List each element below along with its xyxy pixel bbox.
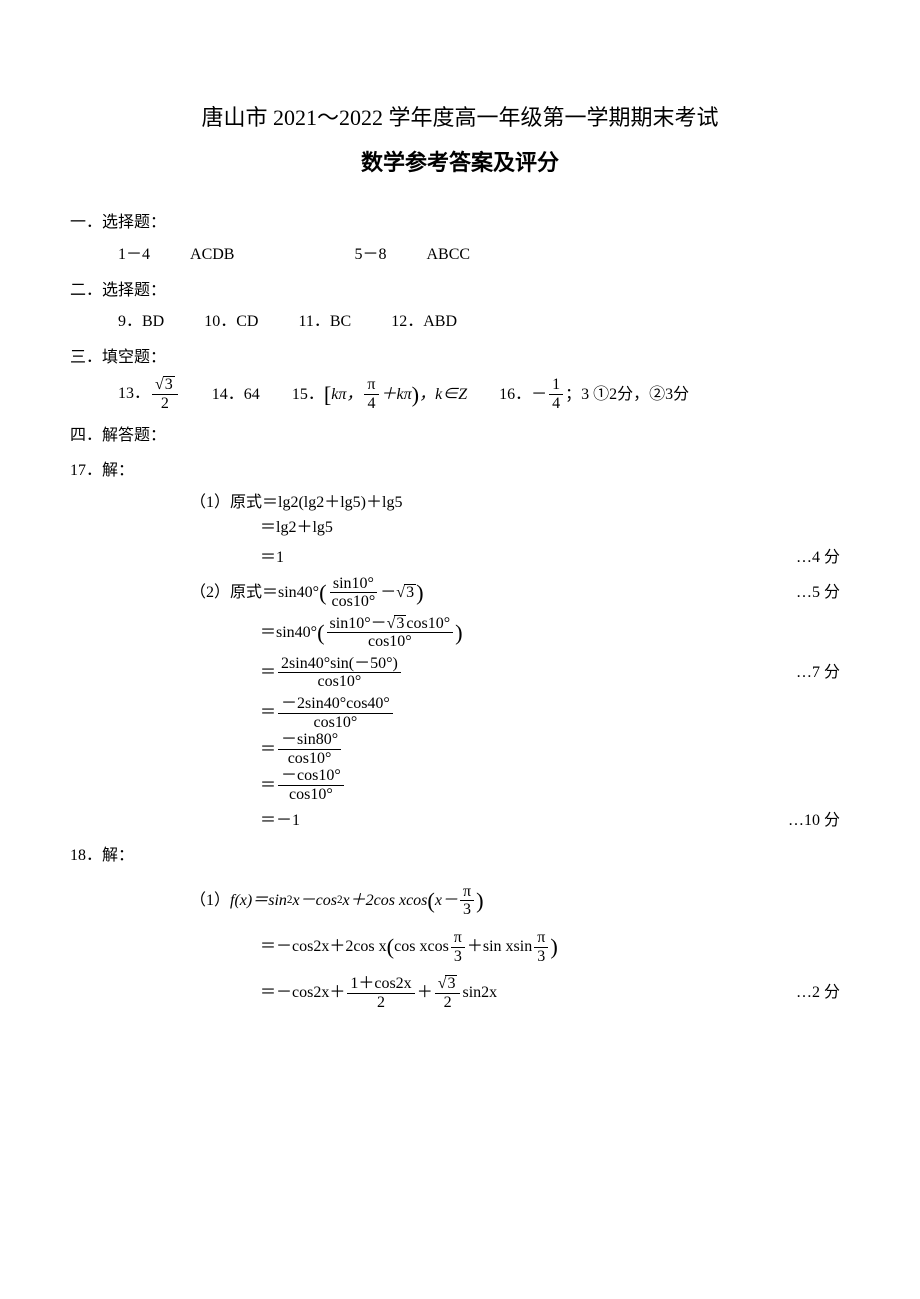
q16-den: 4	[549, 395, 563, 413]
q5-8-answer: ABCC	[426, 242, 470, 268]
q18-p1-s3-f1d: 2	[374, 994, 388, 1012]
q1-4-answer: ACDB	[190, 242, 234, 268]
q17-p2-line2: ＝sin40° ( sin10°－√3cos10°cos10° )	[70, 615, 850, 651]
q15-rparen: )	[412, 377, 419, 413]
q5-8-label: 5－8	[354, 242, 386, 268]
q18-p1-line3: ＝－cos2x＋ 1＋cos2x2 ＋ √32 sin2x	[70, 975, 497, 1011]
q18-p1-3c: 3	[534, 948, 548, 966]
q15-kpi: kπ，	[331, 382, 362, 408]
q18-p1-fx: f(x)＝sin	[230, 888, 287, 914]
q17-p1-lead: （1）原式＝lg2(lg2＋lg5)＋lg5	[190, 494, 402, 511]
q17-p2-score1: …5 分	[796, 580, 850, 606]
q18-p1-3b: 3	[451, 948, 465, 966]
q18-p1-s3-tail: sin2x	[462, 980, 497, 1006]
q18-header: 18．解：	[70, 843, 850, 869]
q17-p2-score2: …7 分	[796, 660, 850, 686]
q17-p2-line6: ＝ －cos10°cos10°	[70, 767, 850, 803]
q13-den: 2	[158, 395, 172, 413]
q14-answer: 14．64	[212, 382, 260, 408]
q18-p1-s2-pre: ＝－cos2x＋2cos x	[260, 934, 387, 960]
q18-p1-s3-pre: ＝－cos2x＋	[260, 980, 345, 1006]
q17-p2-score3: …10 分	[788, 808, 850, 834]
q15-pi: π	[364, 376, 378, 395]
page-subtitle: 数学参考答案及评分	[70, 145, 850, 180]
q17-p2-f1d: cos10°	[329, 593, 379, 611]
q17-p1-score: …4 分	[796, 545, 850, 571]
q17-p2-s2-na: sin10°－	[330, 615, 387, 632]
q17-header: 17．解：	[70, 458, 850, 484]
q17-p2-s4-d: cos10°	[311, 714, 361, 732]
q17-p2-s2-d: cos10°	[365, 633, 415, 651]
q17-p2-neg: －	[380, 580, 396, 606]
q17-p2-s2-sqrt: 3	[394, 615, 406, 632]
q18-p1-s3-plus: ＋	[417, 980, 433, 1006]
q18-p1-s2-plus: ＋sin xsin	[467, 934, 532, 960]
q18-p1-s3-f2d: 2	[441, 994, 455, 1012]
q16-label: 16．	[499, 382, 531, 408]
q18-p1-pi2: π	[451, 929, 465, 948]
section-3-answers: 13．√32 14．64 15． [ kπ， π4 ＋kπ ) ，k∈Z 16．…	[70, 376, 850, 412]
q9-answer: 9．BD	[118, 309, 164, 335]
q18-p1-score: …2 分	[796, 980, 850, 1006]
q1-4-label: 1－4	[118, 242, 150, 268]
q15-answer: 15． [ kπ， π4 ＋kπ ) ，k∈Z	[292, 376, 467, 412]
q17-p2-s3-n: 2sin40°sin(－50°)	[278, 655, 401, 674]
q17-p2-line4: ＝ －2sin40°cos40°cos10°	[70, 695, 850, 731]
q15-tail: ＋kπ	[381, 382, 412, 408]
q17-p2-line7: ＝－1	[70, 808, 300, 834]
q18-p1-x2: x＋2cos xcos	[343, 888, 428, 914]
q17-part1-line3: ＝1	[70, 545, 284, 571]
q15-label: 15．	[292, 382, 324, 408]
q15-kz: ，k∈Z	[419, 382, 467, 408]
q17-p2-line5: ＝ －sin80°cos10°	[70, 731, 850, 767]
q17-p2-s5-d: cos10°	[285, 750, 335, 768]
q16-tail: ；3 ①2分，②3分	[565, 382, 689, 408]
q18-p1-pi3: π	[534, 929, 548, 948]
q18-p1-s3-sqrt: 3	[445, 975, 457, 992]
section-2-answers: 9．BD 10．CD 11．BC 12．ABD	[70, 309, 850, 335]
q13-sqrt3: 3	[163, 376, 175, 393]
q18-p1-lead: （1）	[190, 888, 230, 914]
q17-p2-f1n: sin10°	[330, 575, 377, 594]
page-title: 唐山市 2021～2022 学年度高一年级第一学期期末考试	[70, 100, 850, 135]
section-1-answers: 1－4 ACDB 5－8 ABCC	[70, 242, 850, 268]
q16-neg: －	[531, 382, 547, 408]
q17-p2-sqrt3: 3	[404, 584, 416, 601]
q17-p2-s5-n: －sin80°	[278, 731, 341, 750]
q11-answer: 11．BC	[298, 309, 351, 335]
q18-p1-pi1: π	[460, 883, 474, 902]
q17-part1-line1: （1）原式＝lg2(lg2＋lg5)＋lg5	[70, 490, 850, 516]
q18-p1-line1: （1） f(x)＝sin2x－cos2x＋2cos xcos ( x－ π3 )	[70, 883, 850, 919]
section-3-header: 三．填空题：	[70, 345, 850, 371]
q18-p1-s3-f1n: 1＋cos2x	[347, 975, 414, 994]
section-1-header: 一．选择题：	[70, 210, 850, 236]
q13-answer: 13．√32	[118, 376, 180, 412]
q15-4: 4	[364, 395, 378, 413]
q17-p2-prefix: （2）原式＝sin40°	[190, 580, 319, 606]
q16-answer: 16． － 14 ；3 ①2分，②3分	[499, 376, 689, 412]
q17-p2-s6-n: －cos10°	[278, 767, 344, 786]
q18-p1-xmin: x－	[435, 888, 458, 914]
q18-p1-3a: 3	[460, 901, 474, 919]
q17-p2-s2-nb: cos10°	[406, 615, 450, 632]
q13-label: 13．	[118, 385, 150, 402]
q17-p2-s2-pre: ＝sin40°	[260, 620, 317, 646]
q17-p2-s6-d: cos10°	[286, 786, 336, 804]
q12-answer: 12．ABD	[391, 309, 457, 335]
q17-p2-s4-n: －2sin40°cos40°	[278, 695, 393, 714]
section-4-header: 四．解答题：	[70, 423, 850, 449]
q17-p2-line3: ＝ 2sin40°sin(－50°)cos10°	[70, 655, 403, 691]
q15-lbracket: [	[324, 377, 331, 413]
section-2-header: 二．选择题：	[70, 278, 850, 304]
q18-p1-s2-mid: cos xcos	[394, 934, 449, 960]
q17-part1-line2: ＝lg2＋lg5	[70, 515, 850, 541]
q17-part2-line1: （2）原式＝sin40° ( sin10°cos10° －√3 )	[70, 575, 424, 611]
q18-p1-line2: ＝－cos2x＋2cos x ( cos xcos π3 ＋sin xsin π…	[70, 929, 850, 965]
q16-num: 1	[549, 376, 563, 395]
q10-answer: 10．CD	[204, 309, 258, 335]
q17-p2-s3-d: cos10°	[315, 673, 365, 691]
q18-p1-x1: x－cos	[293, 888, 337, 914]
